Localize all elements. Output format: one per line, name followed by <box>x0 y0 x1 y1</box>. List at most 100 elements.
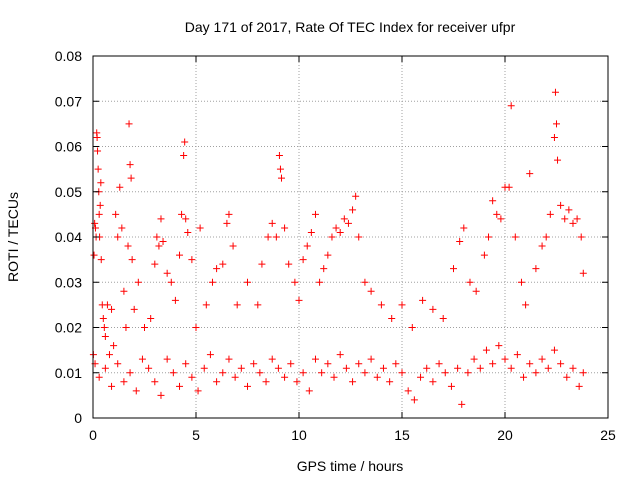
data-point-marker <box>293 378 301 386</box>
data-point-marker <box>188 373 196 381</box>
data-point-marker <box>114 360 122 368</box>
data-point-marker <box>237 364 245 372</box>
data-point-marker <box>517 278 525 286</box>
data-point-marker <box>96 201 104 209</box>
data-point-marker <box>318 369 326 377</box>
data-point-marker <box>398 301 406 309</box>
data-point-marker <box>126 369 134 377</box>
data-point-marker <box>159 238 167 246</box>
data-point-marker <box>311 355 319 363</box>
data-point-marker <box>367 287 375 295</box>
axis-ticks <box>92 55 609 419</box>
data-point-marker <box>219 260 227 268</box>
data-point-marker <box>493 210 501 218</box>
y-tick-label: 0 <box>74 410 82 426</box>
chart-title: Day 171 of 2017, Rate Of TEC Index for r… <box>185 19 516 35</box>
data-point-marker <box>361 278 369 286</box>
data-point-marker <box>200 364 208 372</box>
data-point-marker <box>544 364 552 372</box>
data-point-marker <box>299 369 307 377</box>
x-tick-label: 25 <box>600 427 616 443</box>
data-point-marker <box>470 355 478 363</box>
x-tick-label: 10 <box>291 427 307 443</box>
data-point-marker <box>579 269 587 277</box>
data-point-marker <box>120 378 128 386</box>
data-point-marker <box>458 400 466 408</box>
data-point-marker <box>342 364 350 372</box>
data-point-marker <box>157 215 165 223</box>
data-point-marker <box>320 265 328 273</box>
data-point-marker <box>231 373 239 381</box>
data-point-marker <box>447 382 455 390</box>
data-point-marker <box>367 355 375 363</box>
data-point-marker <box>561 215 569 223</box>
data-point-marker <box>349 206 357 214</box>
data-point-marker <box>163 355 171 363</box>
data-point-marker <box>480 251 488 259</box>
data-point-marker <box>130 305 138 313</box>
data-point-marker <box>276 165 284 173</box>
data-point-marker <box>151 378 159 386</box>
data-point-marker <box>90 251 98 259</box>
data-point-marker <box>550 346 558 354</box>
data-point-marker <box>542 233 550 241</box>
data-point-marker <box>398 369 406 377</box>
data-point-marker <box>299 256 307 264</box>
data-point-marker <box>569 364 577 372</box>
x-tick-label: 15 <box>394 427 410 443</box>
x-axis-label: GPS time / hours <box>297 458 404 474</box>
data-point-marker <box>305 387 313 395</box>
data-point-marker <box>577 233 585 241</box>
data-point-marker <box>151 260 159 268</box>
data-point-marker <box>472 287 480 295</box>
data-point-marker <box>454 364 462 372</box>
data-point-marker <box>303 242 311 250</box>
data-point-marker <box>114 233 122 241</box>
data-point-marker <box>225 210 233 218</box>
data-point-marker <box>176 251 184 259</box>
data-point-marker <box>194 387 202 395</box>
data-point-marker <box>554 156 562 164</box>
data-point-marker <box>352 192 360 200</box>
data-point-marker <box>373 373 381 381</box>
data-point-marker <box>287 360 295 368</box>
data-point-marker <box>489 197 497 205</box>
y-tick-label: 0.08 <box>55 48 82 64</box>
data-point-marker <box>258 260 266 268</box>
y-tick-label: 0.03 <box>55 274 82 290</box>
x-tick-label: 5 <box>192 427 200 443</box>
y-tick-label: 0.01 <box>55 365 82 381</box>
data-point-marker <box>526 170 534 178</box>
y-tick-label: 0.04 <box>55 229 82 245</box>
data-point-marker <box>336 228 344 236</box>
data-point-marker <box>145 364 153 372</box>
data-point-marker <box>233 301 241 309</box>
data-point-marker <box>118 224 126 232</box>
data-point-marker <box>229 242 237 250</box>
data-point-marker <box>105 351 113 359</box>
data-point-marker <box>538 355 546 363</box>
data-point-marker <box>507 364 515 372</box>
data-point-marker <box>277 174 285 182</box>
y-tick-label: 0.06 <box>55 139 82 155</box>
data-point-marker <box>456 238 464 246</box>
y-tick-labels: 0 0.01 0.02 0.03 0.04 0.05 0.06 0.07 0.08 <box>55 48 82 426</box>
data-point-marker <box>388 314 396 322</box>
data-point-marker <box>171 296 179 304</box>
data-point-marker <box>386 378 394 386</box>
data-point-marker <box>182 360 190 368</box>
data-point-marker <box>169 369 177 377</box>
data-point-marker <box>134 278 142 286</box>
data-point-marker <box>495 342 503 350</box>
data-point-marker <box>450 265 457 273</box>
data-point-marker <box>513 351 521 359</box>
data-point-marker <box>404 387 412 395</box>
data-point-marker <box>110 342 118 350</box>
data-point-marker <box>361 369 369 377</box>
data-point-marker <box>93 133 101 141</box>
data-point-marker <box>132 387 140 395</box>
data-point-marker <box>97 256 105 264</box>
data-point-marker <box>429 378 437 386</box>
data-point-marker <box>91 219 99 227</box>
